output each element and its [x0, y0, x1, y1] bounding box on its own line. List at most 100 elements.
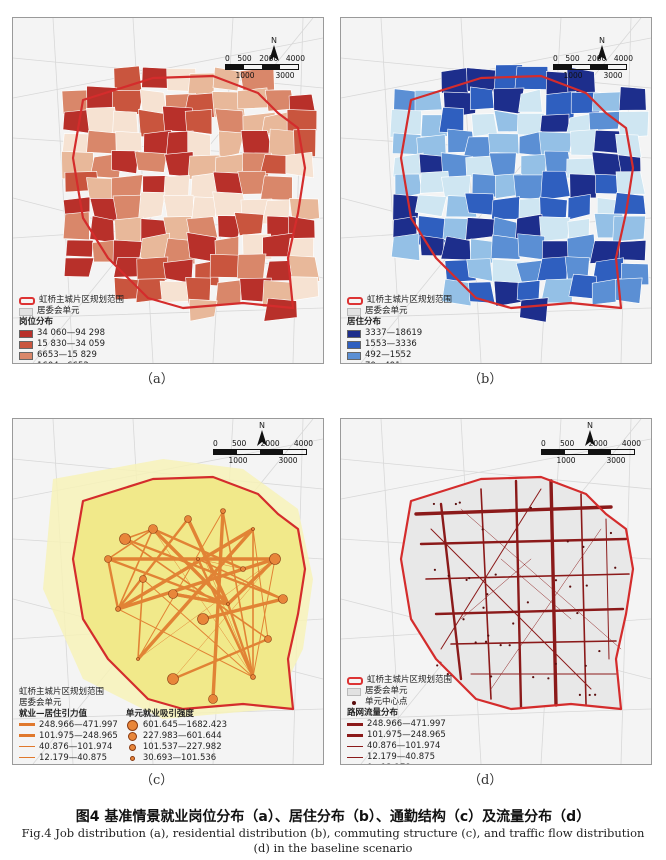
- planning-boundary: [399, 74, 635, 310]
- legend-swatch: [19, 351, 33, 360]
- unit-attraction-dot: [226, 602, 230, 606]
- unit-center-point: [433, 568, 436, 571]
- legend-swatch: [19, 329, 33, 338]
- unit-center-point: [532, 676, 535, 679]
- scale-bar: 0 500 2000 4000 1000 3000: [225, 54, 305, 80]
- commute-flow-line: [152, 528, 254, 678]
- legend-road-class: 101.975—248.965: [347, 730, 452, 741]
- unit-attraction-dot: [119, 533, 131, 545]
- unit-center-point: [585, 584, 588, 587]
- unit-center-point: [486, 593, 489, 596]
- legend-road-class: 12.179—40.875: [347, 752, 452, 763]
- commute-flow-line: [186, 517, 230, 606]
- panel-label-d: （d）: [468, 773, 503, 788]
- residence-unit: [134, 151, 167, 173]
- unit-attraction-dot: [184, 515, 192, 523]
- residence-unit: [293, 128, 317, 158]
- legend-range: 34 060—94 298: [37, 328, 105, 338]
- legend-class: 1553—3336: [347, 339, 452, 350]
- road-flow-segment: [514, 479, 523, 709]
- residence-unit: [591, 91, 624, 112]
- legend-road-class: 0—12.178: [347, 763, 452, 764]
- legend-class: 15 830—34 059: [19, 339, 124, 350]
- legend-dot: [130, 756, 136, 761]
- residence-unit: [268, 128, 298, 158]
- unit-attraction-dot: [197, 613, 209, 625]
- residence-unit: [615, 277, 643, 304]
- unit-attraction-dot: [208, 694, 218, 704]
- commute-flow-line: [226, 557, 277, 606]
- commuting-structure-map: [13, 419, 323, 764]
- residence-unit: [115, 130, 143, 155]
- legend-dot: [129, 744, 137, 751]
- road-flow-segment: [580, 493, 587, 705]
- unit-center-point: [566, 540, 569, 543]
- commute-flow-line: [197, 558, 284, 600]
- unit-center-point: [482, 606, 485, 609]
- unit-attraction-dot: [136, 657, 140, 661]
- road-flow-segment: [490, 528, 602, 690]
- north-arrow: N: [269, 36, 279, 63]
- legend-range: 0—12.178: [367, 763, 411, 764]
- commute-flow-line: [151, 527, 230, 606]
- commute-flow-line: [136, 527, 255, 661]
- legend-swatch: [347, 351, 361, 360]
- unit-center-point: [547, 677, 550, 680]
- unit-attraction-dot: [278, 594, 288, 604]
- legend-line: [19, 722, 35, 727]
- residence-unit: [136, 256, 169, 283]
- unit-center-point: [582, 545, 585, 549]
- residence-unit: [469, 86, 495, 111]
- unit-center-point: [614, 566, 617, 569]
- residence-unit: [471, 113, 498, 137]
- commute-flow-line: [116, 517, 190, 611]
- residence-unit: [595, 173, 620, 195]
- commute-flow-line: [137, 578, 144, 660]
- residence-unit: [234, 212, 264, 236]
- commute-flow-line: [172, 558, 276, 680]
- residence-unit: [111, 150, 139, 174]
- residence-unit: [540, 170, 571, 201]
- residence-unit: [490, 234, 521, 260]
- residence-unit: [240, 130, 274, 156]
- legend-range: 248.966—471.997: [367, 719, 446, 729]
- north-arrow: N: [597, 36, 607, 63]
- residence-unit: [414, 90, 443, 112]
- legend-dot: [128, 732, 138, 741]
- unit-attraction-dot: [240, 566, 246, 572]
- legend-range: 248.966—471.997: [39, 720, 118, 730]
- north-arrow: N: [257, 421, 267, 448]
- legend-flow-class: 12.179—40.875: [19, 753, 118, 764]
- residence-unit: [110, 174, 144, 199]
- commute-flow-line: [226, 602, 255, 679]
- unit-attraction-dot: [220, 508, 226, 514]
- legend-range: 227.983—601.644: [142, 731, 222, 741]
- unit-attraction-dot: [139, 575, 147, 583]
- legend-line: [19, 757, 35, 758]
- legend-range: 101.975—248.965: [367, 730, 446, 740]
- residence-unit: [89, 215, 115, 244]
- residence-unit: [539, 196, 568, 223]
- legend-dot-class: 30.693—101.536: [126, 753, 227, 764]
- residence-unit: [491, 196, 521, 220]
- unit-center-point: [494, 573, 497, 576]
- panel-label-b: （b）: [468, 372, 503, 387]
- legend-flow-class: 101.975—248.965: [19, 731, 118, 742]
- road-flow-segment: [480, 488, 492, 700]
- unit-center-point: [447, 574, 450, 577]
- unit-attraction-dot: [104, 555, 112, 563]
- unit-center-point: [499, 643, 502, 647]
- legend-range: 30.693—101.536: [142, 753, 217, 763]
- unit-center-point: [454, 502, 457, 506]
- road-flow-segment: [430, 528, 592, 690]
- commute-flow-line: [137, 510, 224, 660]
- legend-flow-class: 248.966—471.997: [19, 720, 118, 731]
- residence-unit: [567, 194, 591, 221]
- unit-center-point: [554, 662, 557, 665]
- residence-unit: [569, 173, 598, 199]
- unit-attraction-dot: [115, 606, 121, 612]
- legend-swatch: [347, 362, 361, 363]
- traffic-flow-map: [341, 419, 651, 764]
- unit-attraction-dot: [251, 527, 255, 531]
- road-flow-segment: [434, 607, 625, 616]
